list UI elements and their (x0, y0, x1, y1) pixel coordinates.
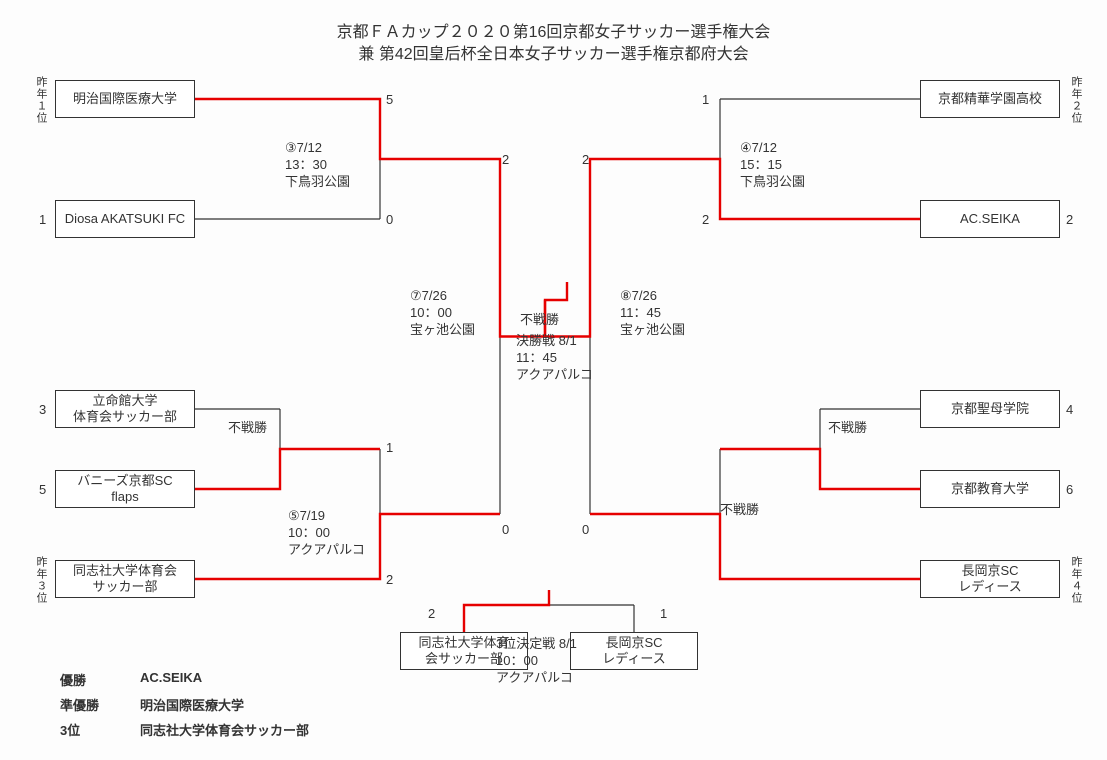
team-L1: 明治国際医療大学 (55, 80, 195, 118)
team-R1: 京都精華学園高校 (920, 80, 1060, 118)
seed-L2: 1 (39, 212, 46, 227)
team-R3: 京都聖母学院 (920, 390, 1060, 428)
seed-L1: 昨年１位 (33, 76, 49, 124)
result-third-label: 3位 (60, 720, 80, 739)
seed-R4: 6 (1066, 482, 1073, 497)
score-QR_top-b: 2 (702, 212, 709, 227)
score-QL_top-a: 5 (386, 92, 393, 107)
score-QL_bot-b: 2 (386, 572, 393, 587)
team-R4: 京都教育大学 (920, 470, 1060, 508)
match-label-SR: ⑧7/26 11：45 宝ヶ池公園 (620, 288, 685, 339)
bracket-stage: 京都ＦＡカップ２０２０第16回京都女子サッカー選手権大会 兼 第42回皇后杯全日… (0, 0, 1107, 760)
score-QR_top-a: 1 (702, 92, 709, 107)
seed-R1: 昨年２位 (1068, 76, 1084, 124)
team-R5: 長岡京SC レディース (920, 560, 1060, 598)
score-SR-a: 2 (582, 152, 589, 167)
walkover-walkover_L34: 不戦勝 (228, 420, 267, 437)
match-label-F: 決勝戦 8/1 11：45 アクアパルコ (516, 333, 593, 384)
seed-R2: 2 (1066, 212, 1073, 227)
walkover-walkover_R34: 不戦勝 (828, 420, 867, 437)
result-runnerup-label: 準優勝 (60, 695, 99, 714)
walkover-walkover_R_semi: 不戦勝 (720, 502, 759, 519)
score-SL-a: 2 (502, 152, 509, 167)
seed-L3: 3 (39, 402, 46, 417)
team-L3: 立命館大学 体育会サッカー部 (55, 390, 195, 428)
match-label-SL: ⑦7/26 10：00 宝ヶ池公園 (410, 288, 475, 339)
score-SR-b: 0 (582, 522, 589, 537)
team-R2: AC.SEIKA (920, 200, 1060, 238)
team-L4: バニーズ京都SC flaps (55, 470, 195, 508)
seed-L5: 昨年３位 (33, 556, 49, 604)
team-L5: 同志社大学体育会 サッカー部 (55, 560, 195, 598)
result-runnerup-value: 明治国際医療大学 (140, 695, 244, 714)
team-L2: Diosa AKATSUKI FC (55, 200, 195, 238)
seed-R3: 4 (1066, 402, 1073, 417)
result-champion-label: 優勝 (60, 670, 86, 689)
third-score-R: 1 (660, 606, 667, 621)
score-QL_top-b: 0 (386, 212, 393, 227)
result-champion-value: AC.SEIKA (140, 670, 202, 685)
third-team-right: 長岡京SC レディース (570, 632, 698, 670)
seed-L4: 5 (39, 482, 46, 497)
match-label-QL_bot: ⑤7/19 10：00 アクアパルコ (288, 508, 365, 559)
result-third-value: 同志社大学体育会サッカー部 (140, 720, 309, 739)
score-QL_bot-a: 1 (386, 440, 393, 455)
walkover-walkover_final: 不戦勝 (520, 312, 559, 329)
third-score-L: 2 (428, 606, 435, 621)
third-place-label: 3位決定戦 8/1 10：00 アクアパルコ (496, 636, 577, 687)
seed-R5: 昨年４位 (1068, 556, 1084, 604)
score-SL-b: 0 (502, 522, 509, 537)
match-label-QR_top: ④7/12 15：15 下鳥羽公園 (740, 140, 805, 191)
match-label-QL_top: ③7/12 13：30 下鳥羽公園 (285, 140, 350, 191)
